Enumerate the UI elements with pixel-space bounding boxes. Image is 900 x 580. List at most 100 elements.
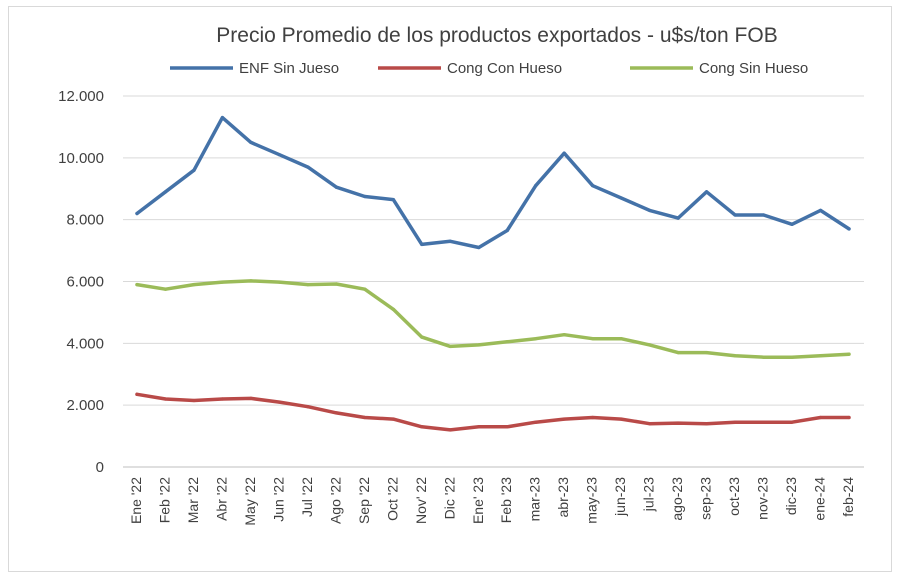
y-tick-label: 12.000 [58,88,104,105]
x-tick-label: Mar '22 [185,477,201,523]
x-tick-label: Ago '22 [327,477,343,524]
x-tick-label: Feb '23 [498,477,514,523]
data-point [334,282,338,286]
data-point [334,185,338,189]
x-tick-label: dic-23 [783,477,799,515]
data-point [249,140,253,144]
data-point [135,282,139,287]
x-tick-label: Jul '22 [299,477,315,517]
data-point [334,411,338,415]
series-line-cong-sin-hueso [135,279,851,359]
data-point [192,398,196,403]
data-point [220,397,225,401]
data-point [847,415,851,420]
data-point [733,213,737,217]
data-point [818,354,823,358]
x-tick-label: May '22 [242,477,258,526]
data-point [420,335,424,339]
data-point [591,415,595,420]
data-point [448,344,452,349]
data-point [534,420,538,424]
legend-label-enf-sin-jueso: ENF Sin Jueso [239,60,339,77]
data-point [562,417,566,421]
data-point [562,151,566,155]
data-point [847,227,851,231]
x-tick-label: may-23 [584,477,600,524]
data-point [790,420,794,424]
x-tick-label: sep-23 [698,477,714,520]
x-tick-label: nov-23 [755,477,771,520]
y-tick-label: 6.000 [66,274,104,291]
x-tick-label: Ene '22 [128,477,144,524]
data-point [420,425,424,429]
data-point [448,239,452,243]
y-tick-label: 4.000 [66,335,104,352]
data-point [391,197,395,202]
series-lines [135,115,851,432]
data-point [249,279,253,283]
data-point [648,343,652,347]
data-point [534,184,538,188]
legend-label-cong-sin-hueso: Cong Sin Hueso [699,60,808,77]
chart-title: Precio Promedio de los productos exporta… [216,24,777,47]
data-point [505,340,509,344]
data-point [648,422,652,426]
data-point [619,196,623,200]
x-tick-label: Ene' 23 [470,477,486,524]
data-point [761,213,766,217]
data-point [277,400,281,404]
data-point [363,194,367,199]
data-point [363,287,367,291]
data-point [192,168,196,172]
data-point [391,417,395,421]
data-point [163,397,168,401]
x-tick-label: jun-23 [612,477,628,517]
data-point [562,333,566,337]
data-point [790,222,794,226]
data-point [733,354,737,358]
data-point [648,208,652,212]
legend: ENF Sin Jueso Cong Con Hueso Cong Sin Hu… [170,60,808,77]
data-point [277,153,281,157]
data-point [420,242,424,246]
data-point [505,228,509,233]
x-tick-label: Nov' 22 [413,477,429,524]
y-tick-label: 10.000 [58,150,104,167]
x-tick-label: mar-23 [527,477,543,522]
y-axis-ticks: 0 2.000 4.000 6.000 8.000 10.000 12.000 [58,88,104,476]
x-tick-label: jul-23 [641,477,657,512]
data-point [391,307,395,311]
data-point [277,280,281,284]
x-tick-label: feb-24 [840,477,856,517]
data-point [163,190,168,194]
data-point [306,282,310,287]
data-point [790,355,794,359]
data-point [847,352,851,356]
data-point [306,405,310,409]
data-point [220,116,225,120]
data-point [705,351,709,355]
data-point [676,421,680,425]
data-point [818,208,823,212]
series-line-enf-sin-jueso [135,115,851,250]
data-point [477,343,481,347]
series-line-cong-con-hueso [135,392,851,432]
x-tick-label: Oct '22 [384,477,400,521]
x-tick-label: Feb '22 [156,477,172,523]
data-point [363,415,367,420]
x-tick-label: abr-23 [555,477,571,518]
x-tick-label: oct-23 [726,477,742,516]
data-point [163,287,168,291]
x-tick-label: Sep '22 [356,477,372,524]
data-point [306,165,310,169]
data-point [505,425,509,429]
data-point [761,355,766,359]
x-tick-label: Jun '22 [270,477,286,522]
data-point [534,337,538,341]
y-tick-label: 0 [96,459,104,476]
data-point [477,425,481,429]
data-point [249,396,253,400]
data-point [448,428,452,432]
x-axis-ticks: Ene '22 Feb '22 Mar '22 Abr '22 May '22 Jun '… [128,477,856,526]
